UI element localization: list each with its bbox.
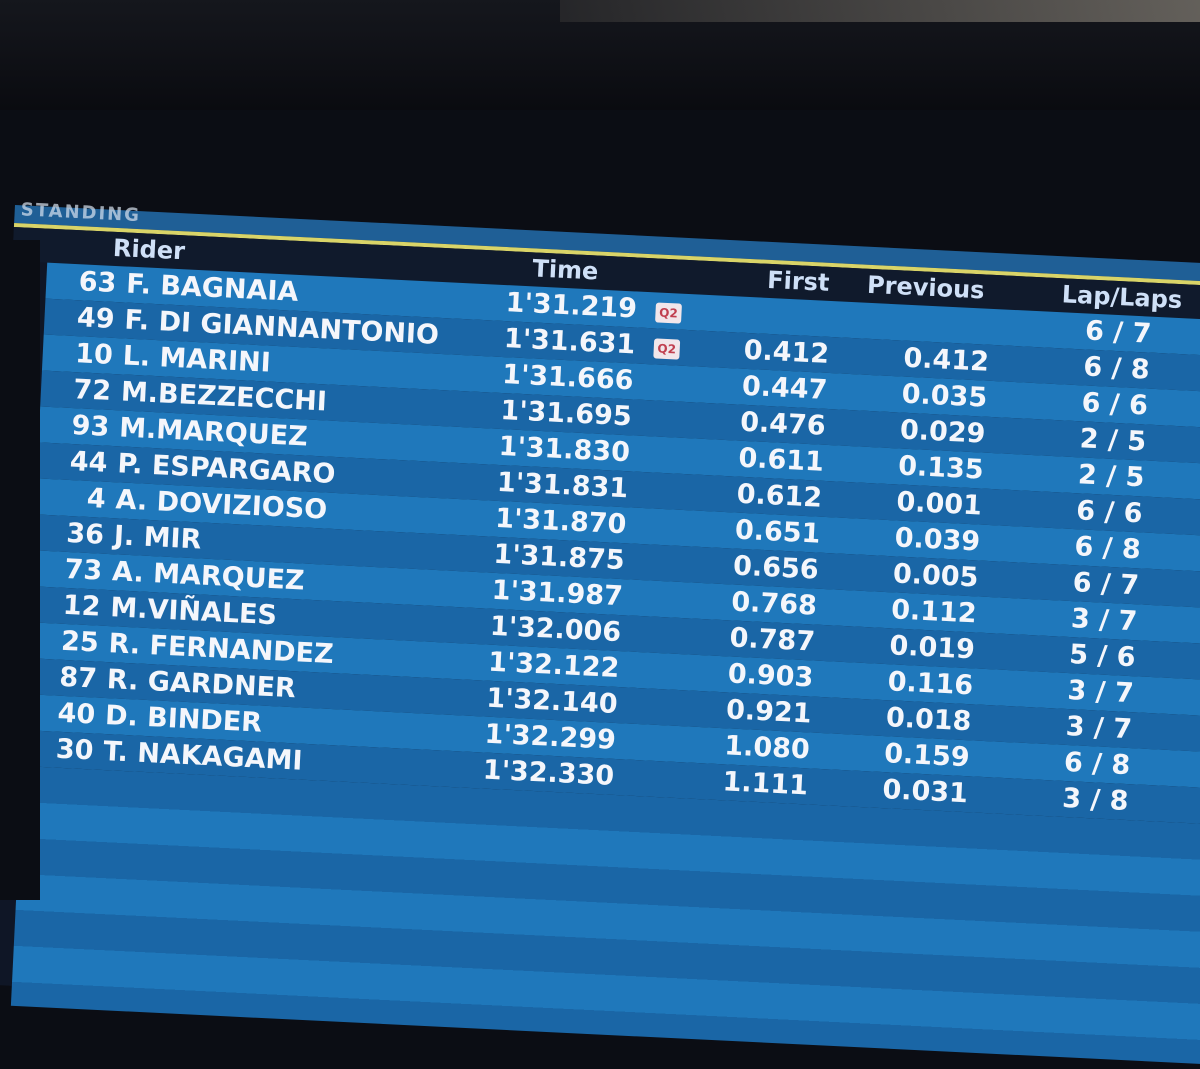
lap-count: 6 / 8 <box>1082 351 1151 386</box>
lap-time: 1'32.330 <box>482 754 615 792</box>
column-previous: Previous <box>866 270 986 305</box>
gap-previous: 0.019 <box>888 630 976 666</box>
q2-badge: Q2 <box>653 338 681 360</box>
gap-first: 0.447 <box>741 370 829 406</box>
lap-count: 3 / 7 <box>1066 675 1135 710</box>
gap-first: 1.111 <box>721 766 809 802</box>
lap-time: 1'31.219 <box>505 287 638 325</box>
lap-time: 1'32.140 <box>485 682 619 721</box>
gap-previous: 0.135 <box>897 450 985 486</box>
gap-first: 0.651 <box>734 514 822 550</box>
column-rider: Rider <box>112 233 186 266</box>
rider-number: 49 <box>76 302 116 335</box>
light-glare <box>560 0 1200 22</box>
lap-time: 1'31.631 <box>503 323 636 361</box>
lap-time: 1'31.666 <box>501 359 635 397</box>
timing-screen: STANDING Rider Time First Previous Lap/L… <box>0 199 1200 1069</box>
lap-count: 6 / 8 <box>1063 746 1131 782</box>
rider-name: R. GARDNER <box>106 664 297 705</box>
lap-count: 3 / 8 <box>1061 782 1130 818</box>
gap-first: 0.921 <box>725 694 813 730</box>
gap-first: 0.787 <box>728 622 816 658</box>
monitor-edge <box>0 240 40 900</box>
screen-title: STANDING <box>20 199 142 227</box>
rider-number: 72 <box>72 374 112 407</box>
lap-count: 6 / 7 <box>1072 567 1140 602</box>
gap-first: 0.611 <box>737 442 825 478</box>
gap-first: 0.612 <box>735 478 823 514</box>
lap-time: 1'32.299 <box>483 718 617 756</box>
gap-previous: 0.018 <box>885 702 973 738</box>
gap-previous: 0.116 <box>886 666 974 702</box>
rider-number: 36 <box>65 517 105 551</box>
rider-name: A. MARQUEZ <box>111 556 306 597</box>
gap-previous: 0.035 <box>901 378 988 414</box>
gap-first: 0.412 <box>743 334 830 370</box>
q2-badge: Q2 <box>655 302 682 324</box>
gap-previous: 0.112 <box>890 594 978 630</box>
lap-count: 3 / 7 <box>1065 710 1133 746</box>
gap-previous: 0.039 <box>894 522 981 558</box>
rider-name: L. MARINI <box>121 340 272 379</box>
rider-name: J. MIR <box>113 520 203 556</box>
lap-count: 5 / 6 <box>1068 639 1137 674</box>
lap-time: 1'31.875 <box>492 538 626 577</box>
rider-name: M.VIÑALES <box>109 592 278 632</box>
rider-number: 93 <box>70 410 111 443</box>
gap-first: 0.476 <box>739 406 827 442</box>
column-time: Time <box>531 254 600 286</box>
gap-previous: 0.412 <box>902 342 990 378</box>
gap-first: 0.768 <box>730 586 818 622</box>
column-first: First <box>766 265 831 297</box>
lap-count: 2 / 5 <box>1079 423 1147 458</box>
gap-first: 0.903 <box>727 658 815 694</box>
lap-time: 1'31.831 <box>496 466 629 505</box>
lap-time: 1'31.695 <box>499 394 633 433</box>
column-laps: Lap/Laps <box>1061 280 1183 315</box>
gap-previous: 0.031 <box>881 774 969 810</box>
lap-time: 1'31.987 <box>490 574 624 613</box>
gap-previous: 0.001 <box>895 486 983 522</box>
rider-number: 63 <box>77 266 118 300</box>
lap-time: 1'32.122 <box>487 646 621 685</box>
lap-count: 6 / 6 <box>1080 387 1149 422</box>
standings-table: 63 F. BAGNAIA 1'31.219 6 / 7 Q2 49 F. DI GIANN… <box>5 262 1200 830</box>
lap-time: 1'32.006 <box>489 610 622 649</box>
lap-count: 2 / 5 <box>1077 459 1146 494</box>
lap-count: 6 / 8 <box>1073 531 1142 566</box>
rider-number: 44 <box>69 446 109 479</box>
rider-name: F. BAGNAIA <box>125 268 300 308</box>
gap-first: 1.080 <box>723 730 811 766</box>
gap-previous: 0.005 <box>892 558 980 594</box>
rider-number: 4 <box>86 482 107 515</box>
lap-time: 1'31.870 <box>494 502 628 541</box>
rider-number: 73 <box>63 553 103 587</box>
rider-name: D. BINDER <box>104 700 263 739</box>
lap-count: 3 / 7 <box>1070 603 1138 638</box>
lap-count: 6 / 7 <box>1084 315 1153 350</box>
rider-number: 12 <box>62 589 102 623</box>
lap-time: 1'31.830 <box>498 430 631 469</box>
rider-name: M.MARQUEZ <box>118 412 309 453</box>
rider-number: 10 <box>74 338 114 371</box>
gap-previous: 0.029 <box>899 414 987 450</box>
gap-first: 0.656 <box>732 550 820 586</box>
rider-name: T. NAKAGAMI <box>102 735 304 777</box>
lap-count: 6 / 6 <box>1075 495 1144 530</box>
gap-previous: 0.159 <box>883 738 971 774</box>
